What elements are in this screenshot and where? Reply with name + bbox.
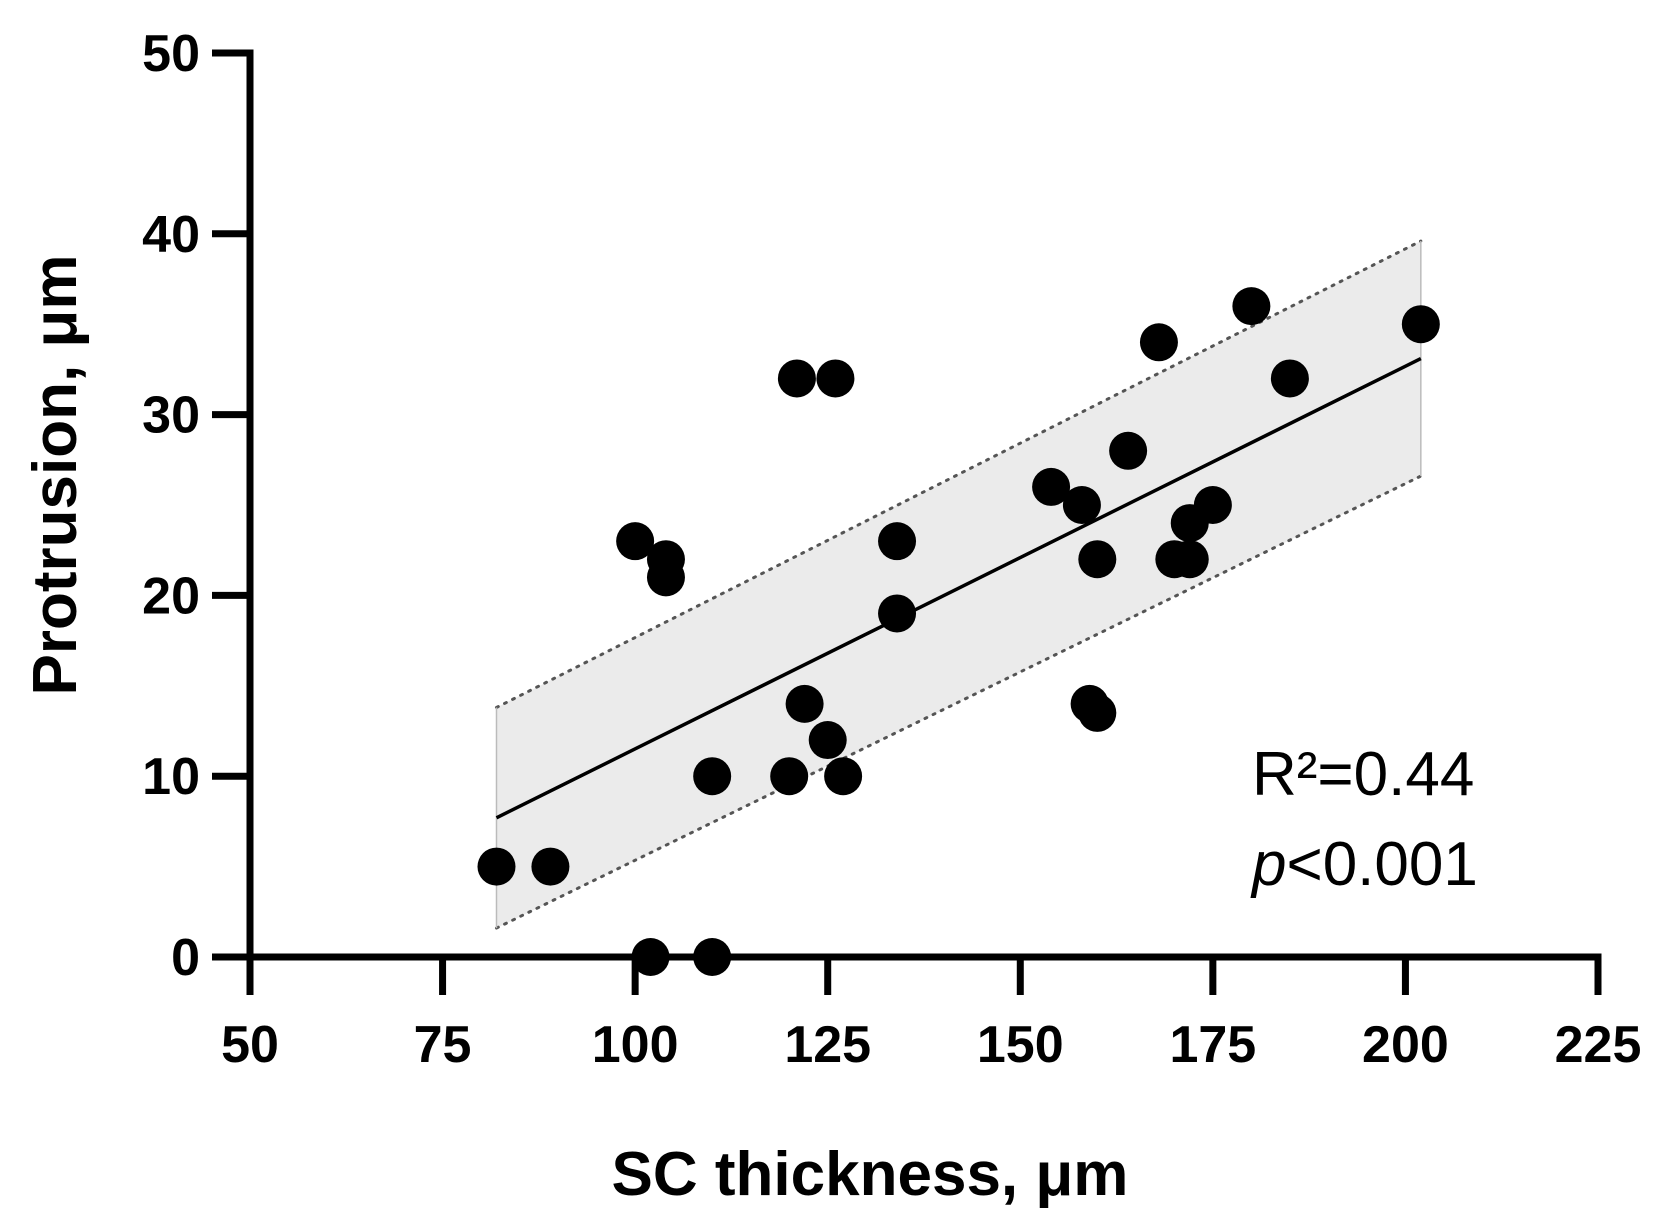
y-tick-label: 20 [142, 567, 200, 625]
data-point [785, 684, 824, 723]
axes [246, 49, 1602, 961]
data-point [693, 757, 732, 796]
data-point [1232, 287, 1271, 326]
upper-confidence-line [494, 239, 1423, 709]
data-point [1170, 540, 1209, 579]
data-point [616, 522, 655, 561]
data-point [824, 757, 863, 796]
confidence-band-layer [494, 239, 1423, 930]
data-point [631, 938, 670, 976]
x-tick-label: 150 [977, 1016, 1064, 1074]
regression-line [495, 356, 1422, 820]
y-tick-label: 50 [142, 25, 200, 83]
p-value-annotation: p<0.001 [1250, 830, 1478, 899]
data-point [1032, 467, 1071, 506]
ticks: 50 75 100 125 150 175 200 225 0 10 20 30 40 50 [142, 25, 1641, 1074]
confidence-band-area [496, 241, 1421, 929]
data-point [1078, 540, 1117, 579]
y-tick-label: 10 [142, 748, 200, 806]
data-point [1193, 486, 1232, 524]
y-tick-label: 0 [171, 929, 200, 987]
x-axis-title: SC thickness, μm [612, 1140, 1129, 1209]
data-point [1078, 693, 1117, 732]
data-point [693, 938, 732, 976]
data-point [1062, 486, 1101, 524]
x-tick-label: 125 [784, 1016, 871, 1074]
data-point [777, 359, 816, 398]
y-tick-label: 30 [142, 387, 200, 445]
r-squared-annotation: R²=0.44 [1252, 740, 1474, 809]
x-tick-label: 100 [592, 1016, 679, 1074]
y-axis-title: Protrusion, μm [21, 255, 90, 696]
data-point [531, 847, 570, 886]
p-symbol: p [1250, 830, 1286, 899]
regression-line-layer [495, 356, 1422, 820]
p-value-text: <0.001 [1286, 830, 1477, 899]
data-point [878, 594, 917, 633]
lower-confidence-line [494, 474, 1423, 930]
data-point [1139, 323, 1178, 362]
x-tick-label: 225 [1555, 1016, 1642, 1074]
data-point [770, 757, 809, 796]
x-tick-label: 175 [1169, 1016, 1256, 1074]
data-point [646, 558, 685, 597]
y-tick-label: 40 [142, 206, 200, 264]
x-tick-label: 200 [1362, 1016, 1449, 1074]
x-tick-label: 50 [221, 1016, 279, 1074]
data-point [808, 721, 847, 760]
data-points [477, 287, 1440, 976]
data-point [1401, 305, 1440, 344]
data-point [1270, 359, 1309, 398]
x-tick-label: 75 [414, 1016, 472, 1074]
data-point [816, 359, 855, 398]
data-point [1109, 431, 1148, 470]
data-point [477, 847, 516, 886]
data-point [878, 522, 917, 561]
